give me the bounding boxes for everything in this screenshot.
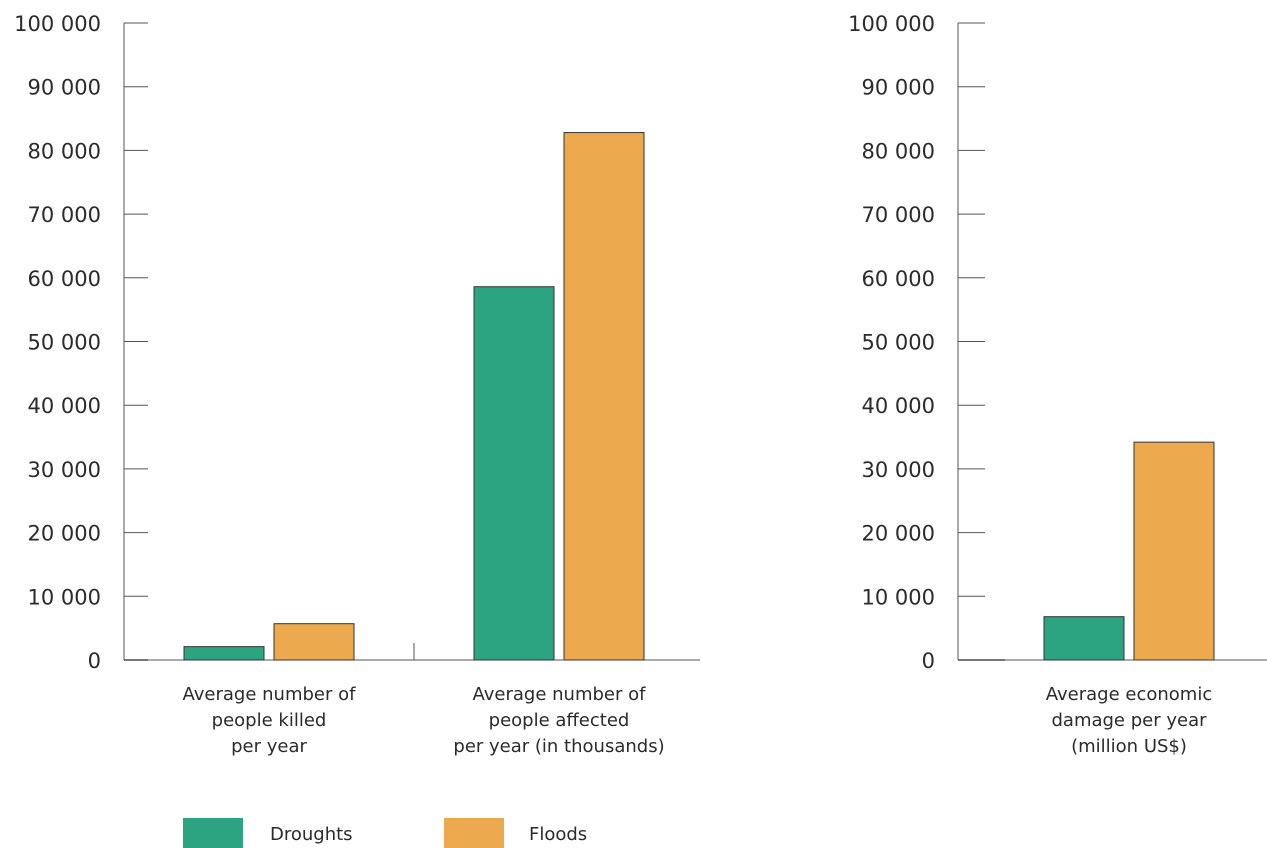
category-label: per year [231, 736, 307, 757]
category-label: Average number of [183, 684, 357, 705]
y-tick-label: 60 000 [862, 267, 935, 291]
y-tick-label: 90 000 [28, 76, 101, 100]
category-label: Average economic [1046, 684, 1212, 705]
y-tick-label: 100 000 [14, 12, 101, 36]
y-tick-label: 30 000 [28, 458, 101, 482]
bar-droughts-1-0 [1043, 616, 1125, 661]
y-tick-label: 100 000 [848, 12, 935, 36]
y-tick-label: 40 000 [28, 394, 101, 418]
y-tick-label: 70 000 [862, 203, 935, 227]
y-tick-label: 0 [922, 649, 935, 673]
y-tick-label: 40 000 [862, 394, 935, 418]
y-tick-label: 70 000 [28, 203, 101, 227]
y-tick-label: 10 000 [28, 585, 101, 609]
category-label: people killed [212, 710, 327, 731]
y-tick-label: 20 000 [862, 522, 935, 546]
y-tick-label: 0 [88, 649, 101, 673]
y-tick-label: 50 000 [862, 331, 935, 355]
legend-label-floods: Floods [529, 824, 587, 845]
category-label: people affected [489, 710, 630, 731]
category-label: (million US$) [1071, 736, 1187, 757]
category-label: damage per year [1051, 710, 1207, 731]
category-label: per year (in thousands) [453, 736, 664, 757]
y-tick-label: 20 000 [28, 522, 101, 546]
legend-swatch-floods [444, 818, 504, 848]
legend-swatch-droughts [183, 818, 243, 848]
category-label: Average number of [473, 684, 647, 705]
y-tick-label: 60 000 [28, 267, 101, 291]
y-tick-label: 90 000 [862, 76, 935, 100]
bar-droughts-0-0 [183, 646, 265, 661]
bar-droughts-0-1 [473, 286, 555, 661]
y-tick-label: 80 000 [28, 139, 101, 163]
y-tick-label: 30 000 [862, 458, 935, 482]
bar-floods-0-1 [563, 132, 645, 661]
legend-label-droughts: Droughts [270, 824, 353, 845]
y-tick-label: 50 000 [28, 331, 101, 355]
bar-floods-0-0 [273, 623, 355, 661]
y-tick-label: 80 000 [862, 139, 935, 163]
bar-floods-1-0 [1133, 441, 1215, 661]
y-tick-label: 10 000 [862, 585, 935, 609]
